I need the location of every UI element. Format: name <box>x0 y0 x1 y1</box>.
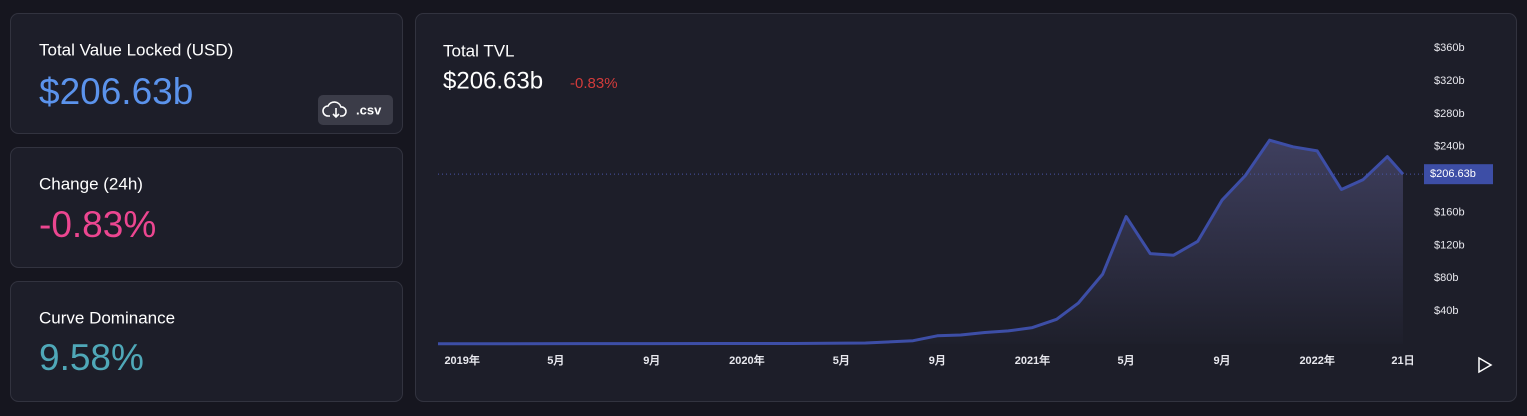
card-value: $206.63b <box>39 71 193 112</box>
x-tick-label: 9月 <box>1213 354 1230 367</box>
y-tick-label: $280b <box>1434 108 1465 120</box>
cloud-icon <box>322 101 347 119</box>
x-tick-label: 2022年 <box>1299 353 1334 367</box>
y-tick-label: $40b <box>1434 305 1458 317</box>
price-tag-label: $206.63b <box>1430 168 1476 180</box>
card-value: 9.58% <box>39 337 144 378</box>
card-value: -0.83% <box>39 204 156 245</box>
card-label: Curve Dominance <box>39 308 175 327</box>
x-tick-label: 5月 <box>1117 354 1134 367</box>
change: -0.83% <box>570 75 618 92</box>
button-label: .csv <box>356 102 382 117</box>
y-tick-label: $240b <box>1434 141 1465 153</box>
x-tick-label: 5月 <box>833 354 850 367</box>
card-label: Change (24h) <box>39 174 143 193</box>
y-tick-label: $160b <box>1434 206 1465 218</box>
x-tick-label: 2020年 <box>729 353 764 367</box>
card-label: Total Value Locked (USD) <box>39 40 233 59</box>
y-tick-label: $120b <box>1434 239 1465 251</box>
area-line <box>438 138 1405 346</box>
x-tick-label: 9月 <box>929 354 946 367</box>
csv-button[interactable]: .csv <box>318 95 393 125</box>
price-tag <box>1424 164 1493 185</box>
y-tick-label: $320b <box>1434 75 1465 87</box>
card <box>10 147 403 268</box>
card <box>10 13 403 134</box>
x-tick-label: 5月 <box>547 354 564 367</box>
play-button[interactable] <box>1478 356 1493 374</box>
x-tick-label: 9月 <box>643 354 660 367</box>
x-tick-label: 2021年 <box>1015 353 1050 367</box>
x-tick-label: 2019年 <box>444 353 479 367</box>
card <box>10 281 403 402</box>
y-tick-label: $360b <box>1434 42 1465 54</box>
headline: $206.63b <box>443 67 543 94</box>
y-tick-label: $80b <box>1434 272 1458 284</box>
x-tick-label: 21日 <box>1391 354 1414 367</box>
area-fill <box>438 140 1403 344</box>
chart-title: Total TVL <box>443 41 515 60</box>
